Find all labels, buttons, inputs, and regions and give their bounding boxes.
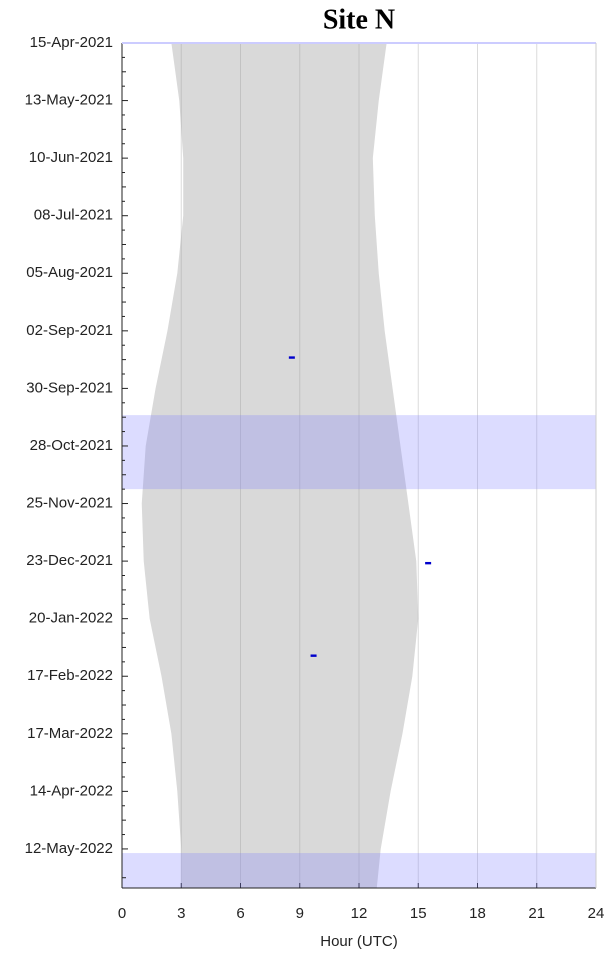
x-tick-label: 18 [469,905,486,922]
y-tick-label: 30-Sep-2021 [26,379,113,396]
y-tick-label: 14-Apr-2022 [30,782,113,799]
y-tick-label: 02-Sep-2021 [26,322,113,339]
x-tick-label: 15 [410,905,427,922]
x-tick-label: 24 [588,905,605,922]
y-tick-label: 13-May-2021 [25,92,113,109]
x-tick-label: 9 [296,905,304,922]
x-tick-label: 0 [118,905,126,922]
shaded-period [122,853,596,888]
y-tick-label: 28-Oct-2021 [30,437,113,454]
y-tick-label: 10-Jun-2021 [29,149,113,166]
y-tick-label: 17-Feb-2022 [27,667,113,684]
y-tick-label: 12-May-2022 [25,840,113,857]
x-tick-label: 21 [528,905,545,922]
detection [310,654,317,657]
y-tick-label: 15-Apr-2021 [30,34,113,51]
x-tick-label: 3 [177,905,185,922]
x-axis-label: Hour (UTC) [320,933,398,950]
night-area [141,43,419,888]
chart-title: Site N [323,4,395,35]
shaded-period [122,415,596,490]
detection [425,561,432,565]
y-tick-label: 05-Aug-2021 [26,264,113,281]
y-tick-label: 17-Mar-2022 [27,725,113,742]
x-tick-label: 12 [351,905,368,922]
y-tick-label: 20-Jan-2022 [29,610,113,627]
x-tick-label: 6 [236,905,244,922]
y-tick-label: 23-Dec-2021 [26,552,113,569]
detection [288,356,295,359]
y-tick-label: 25-Nov-2021 [26,495,113,512]
y-tick-label: 08-Jul-2021 [34,207,113,224]
